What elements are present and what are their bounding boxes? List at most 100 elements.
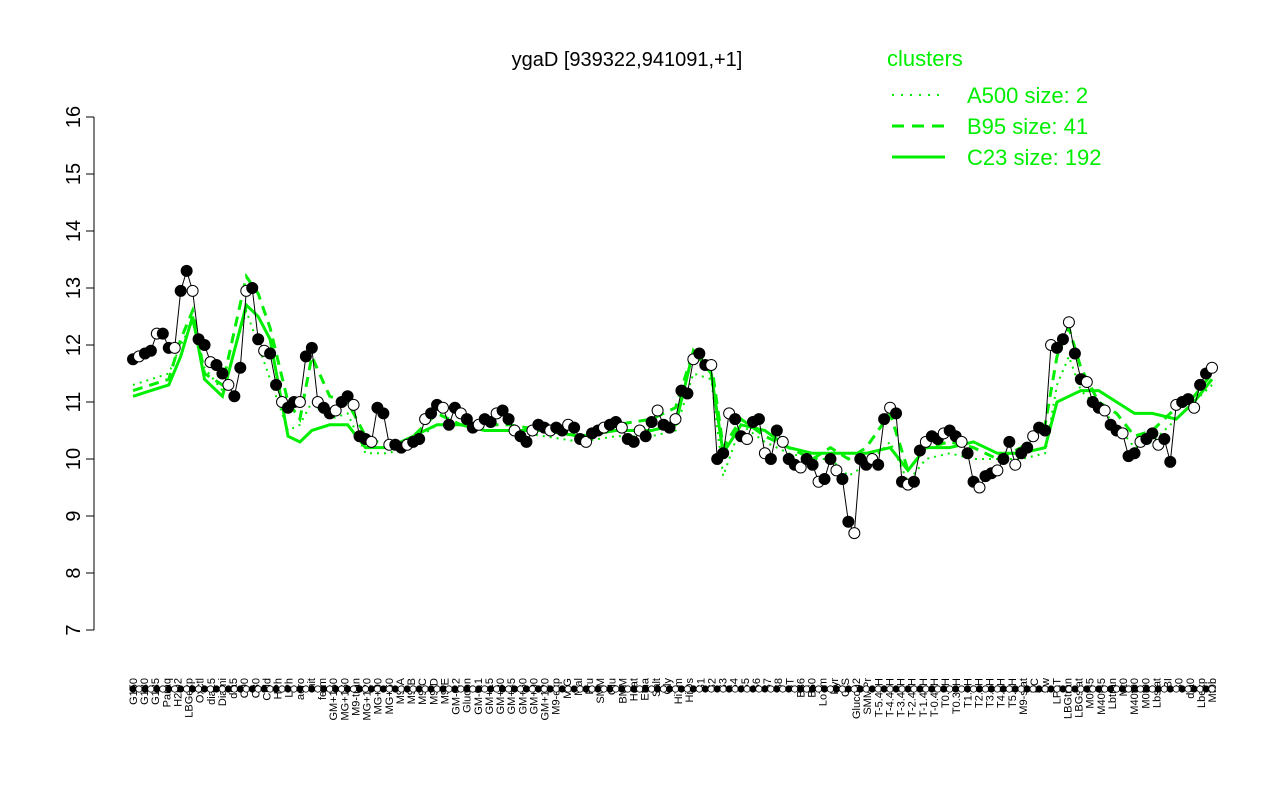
x-axis-marker xyxy=(236,685,244,693)
x-axis-marker xyxy=(1095,685,1103,693)
x-axis-marker xyxy=(874,685,882,693)
x-axis-marker xyxy=(141,685,149,693)
data-point xyxy=(502,413,515,426)
x-axis-marker xyxy=(504,685,513,693)
data-point xyxy=(615,421,628,434)
x-axis-marker xyxy=(421,685,429,693)
x-axis-marker xyxy=(612,685,620,693)
x-axis-marker xyxy=(1190,685,1198,693)
data-point xyxy=(186,284,199,297)
x-tick-label: T1.0H xyxy=(962,678,974,708)
data-point xyxy=(1003,435,1016,448)
data-point xyxy=(824,453,837,465)
x-axis-marker xyxy=(266,685,274,693)
x-axis-marker xyxy=(642,685,650,693)
data-point xyxy=(568,421,581,434)
data-point xyxy=(1027,430,1040,443)
x-axis-marker xyxy=(487,685,495,693)
x-axis-marker xyxy=(1047,685,1055,693)
data-point xyxy=(1164,455,1177,468)
x-axis-marker xyxy=(1059,685,1067,693)
x-axis-marker xyxy=(135,685,143,693)
x-axis-marker xyxy=(344,685,352,693)
data-point xyxy=(347,398,360,411)
x-axis-marker xyxy=(749,685,757,693)
data-point xyxy=(168,341,181,354)
x-axis-marker xyxy=(361,685,370,693)
x-axis-marker xyxy=(1065,685,1073,693)
x-axis-marker xyxy=(868,685,876,693)
x-axis-marker xyxy=(1202,685,1210,693)
y-tick-label: 16 xyxy=(63,106,85,128)
data-point xyxy=(955,435,968,448)
x-axis-marker xyxy=(564,685,572,693)
x-axis-marker xyxy=(981,685,990,693)
data-point xyxy=(180,264,193,277)
x-axis-marker xyxy=(463,685,471,693)
x-axis-marker xyxy=(433,685,441,693)
x-tick-label: H2O2 xyxy=(172,678,184,707)
x-axis-marker xyxy=(999,685,1007,693)
x-axis-marker xyxy=(940,685,948,693)
x-axis-marker xyxy=(528,685,537,693)
x-tick-label: T2.0H xyxy=(973,678,985,708)
x-axis-marker xyxy=(582,685,590,693)
x-axis-marker xyxy=(975,685,984,693)
x-axis-marker xyxy=(665,685,674,693)
data-point xyxy=(377,407,390,420)
x-axis-marker xyxy=(719,685,727,693)
data-point xyxy=(878,413,891,426)
x-axis-marker xyxy=(540,685,548,693)
x-axis-marker xyxy=(791,685,799,693)
data-point xyxy=(1146,427,1159,440)
x-axis-marker xyxy=(296,685,304,693)
x-axis-marker xyxy=(1172,685,1180,693)
data-point xyxy=(1098,404,1111,417)
data-point xyxy=(848,527,861,540)
x-axis-marker xyxy=(516,685,525,693)
x-axis-marker xyxy=(713,685,721,693)
data-point xyxy=(1039,424,1052,437)
x-axis-marker xyxy=(1136,685,1145,693)
x-axis-marker xyxy=(803,685,811,693)
x-axis-marker xyxy=(946,685,954,693)
x-axis-marker xyxy=(272,685,280,693)
data-point xyxy=(341,390,354,403)
x-axis-marker xyxy=(159,685,167,693)
x-axis-marker xyxy=(987,685,996,693)
x-axis-marker xyxy=(922,685,930,693)
x-axis-marker xyxy=(278,685,286,693)
x-axis-marker xyxy=(1184,685,1192,693)
data-point xyxy=(1158,433,1171,446)
x-axis-marker xyxy=(218,685,227,693)
x-axis-marker xyxy=(493,685,501,693)
x-axis-marker xyxy=(618,685,626,693)
x-axis-marker xyxy=(1160,685,1168,693)
x-axis-marker xyxy=(129,685,137,693)
data-point xyxy=(907,475,920,488)
x-axis-marker xyxy=(1113,685,1121,693)
data-point xyxy=(305,341,318,354)
data-point xyxy=(174,284,187,297)
chart-title: ygaD [939322,941091,+1] xyxy=(512,49,743,71)
cluster-line-a500 xyxy=(132,307,1213,484)
x-axis-marker xyxy=(379,685,387,693)
data-point xyxy=(997,453,1010,465)
x-axis-marker xyxy=(826,685,835,693)
legend-entry-a500: A500 size: 2 xyxy=(967,83,1088,108)
data-point xyxy=(639,430,652,443)
data-point xyxy=(222,378,235,391)
x-axis-marker xyxy=(534,685,542,693)
data-point xyxy=(580,435,593,448)
y-tick-label: 12 xyxy=(63,334,85,356)
x-tick-label: M0t90 xyxy=(1140,678,1152,709)
data-point xyxy=(425,407,438,420)
x-axis-marker xyxy=(409,685,417,693)
x-axis-marker xyxy=(743,685,751,693)
x-axis-marker xyxy=(302,685,310,693)
data-point xyxy=(764,453,777,465)
x-axis-marker xyxy=(194,685,203,693)
data-point xyxy=(770,424,783,437)
data-point xyxy=(1062,316,1075,329)
x-axis-marker xyxy=(558,685,566,693)
